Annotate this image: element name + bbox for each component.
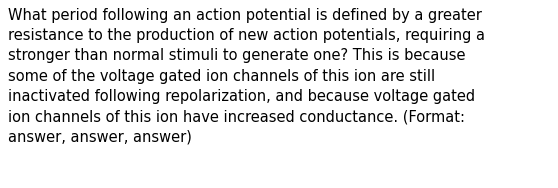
Text: What period following an action potential is defined by a greater
resistance to : What period following an action potentia… (8, 8, 485, 145)
